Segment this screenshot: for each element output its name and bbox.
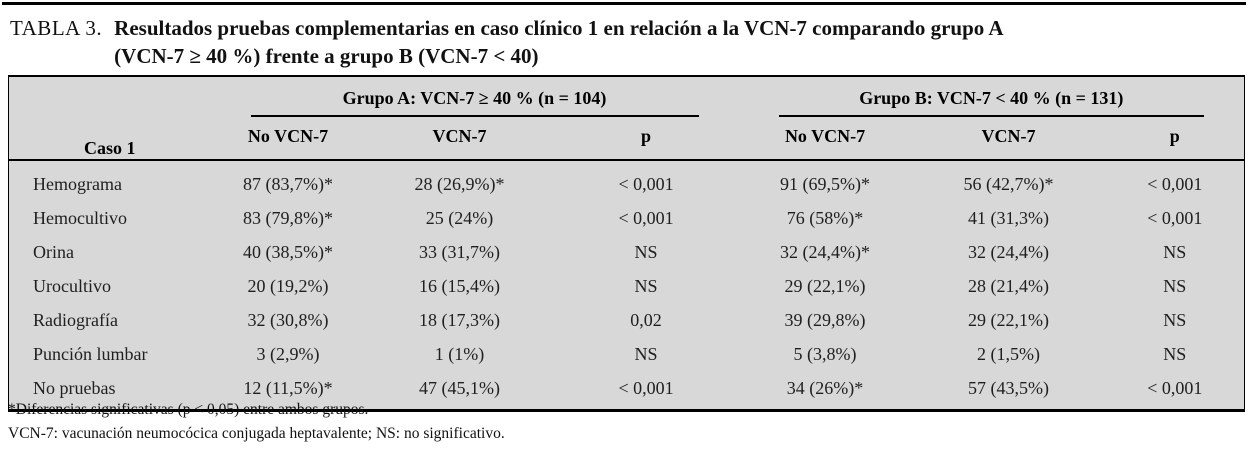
data-cell: 87 (83,7%)*	[243, 173, 333, 194]
data-cell: 32 (30,8%)	[247, 309, 329, 330]
data-cell: < 0,001	[618, 377, 674, 398]
caption-label: TABLA 3.	[10, 16, 103, 40]
data-cell: 76 (58%)*	[786, 207, 864, 228]
data-cell: < 0,001	[618, 207, 674, 228]
data-cell: 18 (17,3%)	[419, 309, 500, 330]
data-cell: 34 (26%)*	[786, 377, 864, 398]
col-header-b-novcn: No VCN-7	[738, 117, 912, 161]
data-cell: 47 (45,1%)	[419, 377, 500, 398]
corner-header: Caso 1	[8, 76, 211, 161]
table-row: Orina 40 (38,5%)* 33 (31,7%) NS 32 (24,4…	[9, 235, 1245, 269]
table-caption: TABLA 3. Resultados pruebas complementar…	[10, 14, 1250, 70]
data-cell: 29 (22,1%)	[968, 309, 1050, 330]
row-label: Hemograma	[33, 173, 122, 194]
row-label: Hemocultivo	[33, 207, 127, 228]
row-label: Punción lumbar	[33, 343, 148, 364]
table-row: Hemograma 87 (83,7%)* 28 (26,9%)* < 0,00…	[9, 160, 1245, 201]
data-cell: 1 (1%)	[434, 343, 485, 364]
data-cell: < 0,001	[1147, 207, 1203, 228]
data-cell: 12 (11,5%)*	[243, 377, 333, 398]
data-cell: 83 (79,8%)*	[243, 207, 333, 228]
data-cell: 16 (15,4%)	[419, 275, 500, 296]
results-table: Caso 1 Grupo A: VCN-7 ≥ 40 % (n = 104) G…	[8, 75, 1246, 412]
col-header-a-vcn: VCN-7	[365, 117, 554, 161]
group-a-label: Grupo A: VCN-7 ≥ 40 % (n = 104)	[250, 77, 699, 117]
caption-title: Resultados pruebas complementarias en ca…	[114, 14, 1003, 70]
row-label: Urocultivo	[33, 275, 111, 296]
data-cell: NS	[634, 275, 658, 296]
col-header-a-p: p	[553, 117, 739, 161]
row-label: No pruebas	[33, 377, 116, 398]
data-cell: NS	[1163, 343, 1187, 364]
data-cell: 0,02	[630, 309, 662, 330]
data-cell: 28 (26,9%)*	[414, 173, 505, 194]
data-cell: 32 (24,4%)	[968, 241, 1050, 262]
data-cell: 91 (69,5%)*	[780, 173, 871, 194]
group-b-label: Grupo B: VCN-7 < 40 % (n = 131)	[778, 77, 1205, 117]
data-cell: NS	[634, 241, 658, 262]
data-cell: 33 (31,7%)	[419, 241, 500, 262]
footnote-1: *Diferencias significativas (p < 0,05) e…	[8, 401, 369, 418]
data-cell: 3 (2,9%)	[256, 343, 320, 364]
data-cell: 32 (24,4%)*	[780, 241, 871, 262]
data-cell: NS	[1163, 275, 1187, 296]
data-cell: 56 (42,7%)*	[963, 173, 1054, 194]
col-header-b-vcn: VCN-7	[911, 117, 1106, 161]
data-cell: < 0,001	[1147, 173, 1203, 194]
table-row: Hemocultivo 83 (79,8%)* 25 (24%) < 0,001…	[9, 201, 1245, 235]
row-label: Orina	[33, 241, 74, 262]
data-cell: 25 (24%)	[425, 207, 494, 228]
data-cell: < 0,001	[618, 173, 674, 194]
table-row: No pruebas 12 (11,5%)* 47 (45,1%) < 0,00…	[9, 371, 1245, 411]
data-cell: 57 (43,5%)	[968, 377, 1050, 398]
data-cell: NS	[1163, 241, 1187, 262]
table-row: Punción lumbar 3 (2,9%) 1 (1%) NS 5 (3,8…	[9, 337, 1245, 371]
data-cell: < 0,001	[1147, 377, 1203, 398]
data-cell: 28 (21,4%)	[968, 275, 1050, 296]
data-cell: 40 (38,5%)*	[243, 241, 333, 262]
group-header-row: Caso 1 Grupo A: VCN-7 ≥ 40 % (n = 104) G…	[8, 76, 1245, 161]
caption-title-line1: Resultados pruebas complementarias en ca…	[114, 16, 1004, 40]
data-cell: 39 (29,8%)	[784, 309, 866, 330]
subheader-row: No VCN-7 VCN-7 p No VCN-7 VCN-7 p	[9, 117, 1245, 161]
footnotes: *Diferencias significativas (p < 0,05) e…	[8, 398, 505, 446]
top-rule	[2, 2, 1246, 5]
table-row: Urocultivo 20 (19,2%) 16 (15,4%) NS 29 (…	[9, 269, 1245, 303]
data-cell: 29 (22,1%)	[784, 275, 866, 296]
footnote-2: VCN-7: vacunación neumocócica conjugada …	[8, 425, 505, 442]
data-cell: 20 (19,2%)	[247, 275, 329, 296]
row-label: Radiografía	[33, 309, 118, 330]
group-a-header: Grupo A: VCN-7 ≥ 40 % (n = 104)	[211, 76, 739, 117]
table-row: Radiografía 32 (30,8%) 18 (17,3%) 0,02 3…	[9, 303, 1245, 337]
col-header-b-p: p	[1105, 117, 1245, 161]
data-cell: 2 (1,5%)	[977, 343, 1041, 364]
col-header-a-novcn: No VCN-7	[210, 117, 366, 161]
caption-title-line2: (VCN-7 ≥ 40 %) frente a grupo B (VCN-7 <…	[114, 44, 539, 68]
data-cell: 5 (3,8%)	[793, 343, 857, 364]
group-b-header: Grupo B: VCN-7 < 40 % (n = 131)	[739, 76, 1245, 117]
data-cell: 41 (31,3%)	[968, 207, 1050, 228]
data-cell: NS	[1163, 309, 1187, 330]
data-cell: NS	[634, 343, 658, 364]
